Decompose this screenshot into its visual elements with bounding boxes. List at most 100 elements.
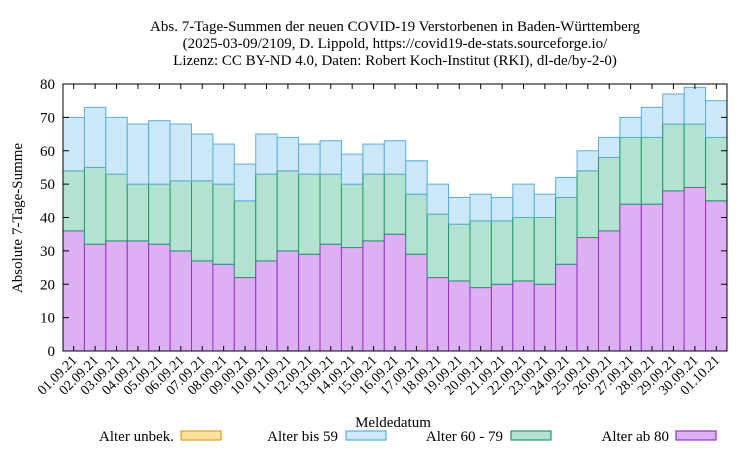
bar-segment <box>62 230 85 352</box>
plot-frame <box>62 83 728 352</box>
bar-segment <box>469 287 492 352</box>
bar-segment <box>597 230 621 352</box>
bar-segment <box>233 163 257 202</box>
bar-layer <box>62 86 728 352</box>
bar-segment <box>255 260 278 352</box>
bar-segment <box>490 220 514 285</box>
bar-segment <box>490 283 514 352</box>
bar-segment <box>662 93 685 125</box>
y-tick-label: 20 <box>40 277 55 293</box>
bar-segment <box>362 240 385 352</box>
bar-segment <box>705 100 728 138</box>
bar-segment <box>576 237 599 352</box>
bar-segment <box>683 186 707 352</box>
bar-segment <box>512 183 535 219</box>
bar-segment <box>640 106 664 138</box>
bar-segment <box>705 200 728 352</box>
legend-swatch <box>180 430 222 441</box>
bar-segment <box>383 140 407 175</box>
bar-segment <box>212 183 235 265</box>
bar-segment <box>555 176 578 198</box>
bar-segment <box>383 173 407 235</box>
bar-segment <box>512 217 535 282</box>
bar-segment <box>105 240 128 352</box>
legend: Alter unbek. Alter bis 59 Alter 60 - 79 Alt… <box>99 429 717 445</box>
legend-label: Alter ab 80 <box>602 429 669 445</box>
bar-segment <box>83 243 107 352</box>
bar-segment <box>512 280 535 352</box>
legend-swatch <box>345 430 387 441</box>
bar-segment <box>212 143 235 185</box>
chart-title-line-2: (2025-03-09/2109, D. Lippold, https://co… <box>183 36 608 52</box>
bar-segment <box>276 136 300 172</box>
bar-segment <box>340 153 364 185</box>
bar-segment <box>640 203 664 352</box>
y-tick-label: 0 <box>48 344 56 360</box>
bar-segment <box>662 123 685 192</box>
bar-segment <box>126 240 150 352</box>
bar-segment <box>191 260 214 352</box>
bar-segment <box>426 213 450 279</box>
bar-segment <box>405 160 428 195</box>
bar-segment <box>533 217 557 285</box>
bar-segment <box>233 200 257 279</box>
bar-segment <box>191 133 214 182</box>
bar-segment <box>362 173 385 242</box>
bar-segment <box>319 243 342 352</box>
bar-segment <box>619 116 642 138</box>
bar-segment <box>148 243 171 352</box>
bar-segment <box>705 136 728 202</box>
y-tick-label: 30 <box>40 244 55 260</box>
bar-segment <box>383 233 407 352</box>
bar-segment <box>319 173 342 245</box>
bar-segment <box>576 150 599 172</box>
bar-segment <box>169 123 193 182</box>
bar-segment <box>191 180 214 262</box>
bar-segment <box>576 170 599 239</box>
bar-segment <box>105 116 128 175</box>
bar-segment <box>340 183 364 249</box>
bar-segment <box>619 203 642 352</box>
x-axis-label: Meldedatum <box>355 415 431 431</box>
bar-segment <box>83 166 107 245</box>
y-axis: 0 10 20 30 40 50 60 70 80 <box>40 77 727 360</box>
legend-label: Alter unbek. <box>99 429 174 445</box>
bar-segment <box>169 250 193 352</box>
bar-segment <box>340 247 364 352</box>
bar-segment <box>619 136 642 205</box>
bar-segment <box>426 183 450 215</box>
legend-label: Alter 60 - 79 <box>426 429 503 445</box>
bar-segment <box>448 280 471 352</box>
bar-segment <box>105 173 128 242</box>
bar-segment <box>555 263 578 352</box>
y-tick-label: 70 <box>40 110 55 126</box>
bar-segment <box>405 193 428 255</box>
y-axis-label: Absolute 7-Tage-Summe <box>10 143 26 294</box>
bar-segment <box>212 263 235 352</box>
bar-segment <box>62 116 85 172</box>
bar-segment <box>255 173 278 262</box>
bar-segment <box>276 250 300 352</box>
bar-segment <box>298 253 321 352</box>
y-tick-label: 50 <box>40 177 55 193</box>
bar-segment <box>148 183 171 245</box>
bar-segment <box>255 133 278 175</box>
y-tick-label: 10 <box>40 311 55 327</box>
bar-segment <box>276 170 300 252</box>
bar-segment <box>597 136 621 158</box>
bar-segment <box>362 143 385 175</box>
legend-swatch <box>675 430 717 441</box>
y-tick-label: 40 <box>40 211 55 227</box>
bar-segment <box>298 173 321 255</box>
bar-segment <box>640 136 664 205</box>
y-tick-label: 80 <box>40 77 55 93</box>
bar-segment <box>469 193 492 222</box>
bar-segment <box>490 196 514 222</box>
legend-swatch <box>510 430 552 441</box>
bar-segment <box>662 190 685 352</box>
bar-segment <box>683 123 707 188</box>
bar-segment <box>319 140 342 175</box>
bar-segment <box>169 180 193 252</box>
bar-segment <box>405 253 428 352</box>
